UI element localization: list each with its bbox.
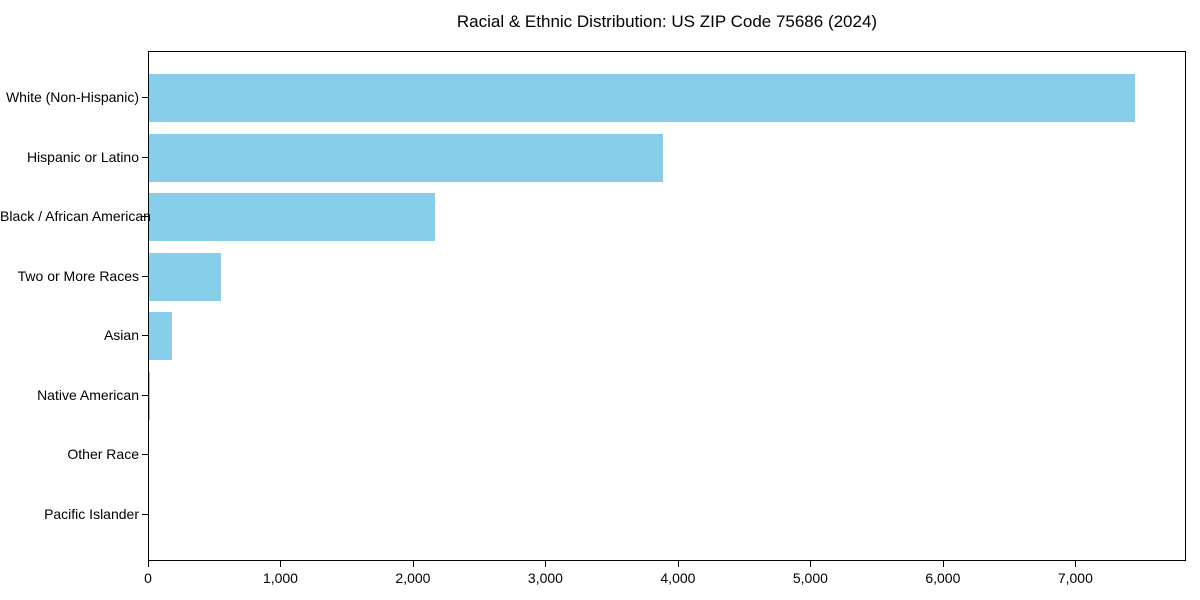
x-tick-mark: [148, 561, 149, 567]
x-tick-label: 6,000: [925, 570, 961, 586]
y-tick-mark: [142, 216, 148, 218]
bar: [149, 252, 221, 301]
y-tick-mark: [142, 275, 148, 277]
bar: [149, 312, 172, 361]
y-axis-label: Hispanic or Latino: [26, 148, 139, 165]
y-axis-label: White (Non-Hispanic): [5, 89, 139, 105]
x-tick-mark: [810, 561, 812, 567]
bar: [149, 74, 1135, 122]
y-tick-mark: [142, 97, 148, 98]
x-tick-label: 1,000: [262, 570, 298, 586]
x-tick-label: 5,000: [792, 570, 828, 586]
x-tick-mark: [412, 561, 414, 567]
bar: [149, 371, 151, 420]
bar: [149, 193, 436, 242]
x-tick-mark: [677, 561, 679, 567]
x-tick-label: 4,000: [660, 570, 696, 586]
x-tick-label: 3,000: [527, 570, 563, 586]
plot-area: [148, 51, 1186, 561]
y-axis-label: Asian: [103, 327, 139, 344]
y-axis-label: Black / African American: [0, 208, 151, 225]
x-tick-label: 7,000: [1057, 570, 1093, 586]
x-tick-label: 0: [144, 570, 152, 586]
x-tick-mark: [280, 561, 282, 567]
y-tick-mark: [142, 394, 148, 396]
x-tick-mark: [545, 561, 547, 567]
y-axis-label: Other Race: [67, 446, 139, 463]
y-axis-label: Two or More Races: [17, 267, 139, 284]
bar: [149, 133, 663, 182]
y-axis-label: Pacific Islander: [44, 505, 139, 522]
y-axis-label: Native American: [37, 386, 139, 403]
x-tick-mark: [1075, 561, 1077, 567]
y-tick-mark: [142, 156, 148, 158]
y-tick-mark: [142, 513, 148, 515]
y-tick-mark: [142, 335, 148, 337]
chart-title: Racial & Ethnic Distribution: US ZIP Cod…: [456, 12, 878, 31]
x-tick-label: 2,000: [395, 570, 431, 586]
x-tick-mark: [942, 561, 944, 567]
y-tick-mark: [142, 454, 148, 456]
